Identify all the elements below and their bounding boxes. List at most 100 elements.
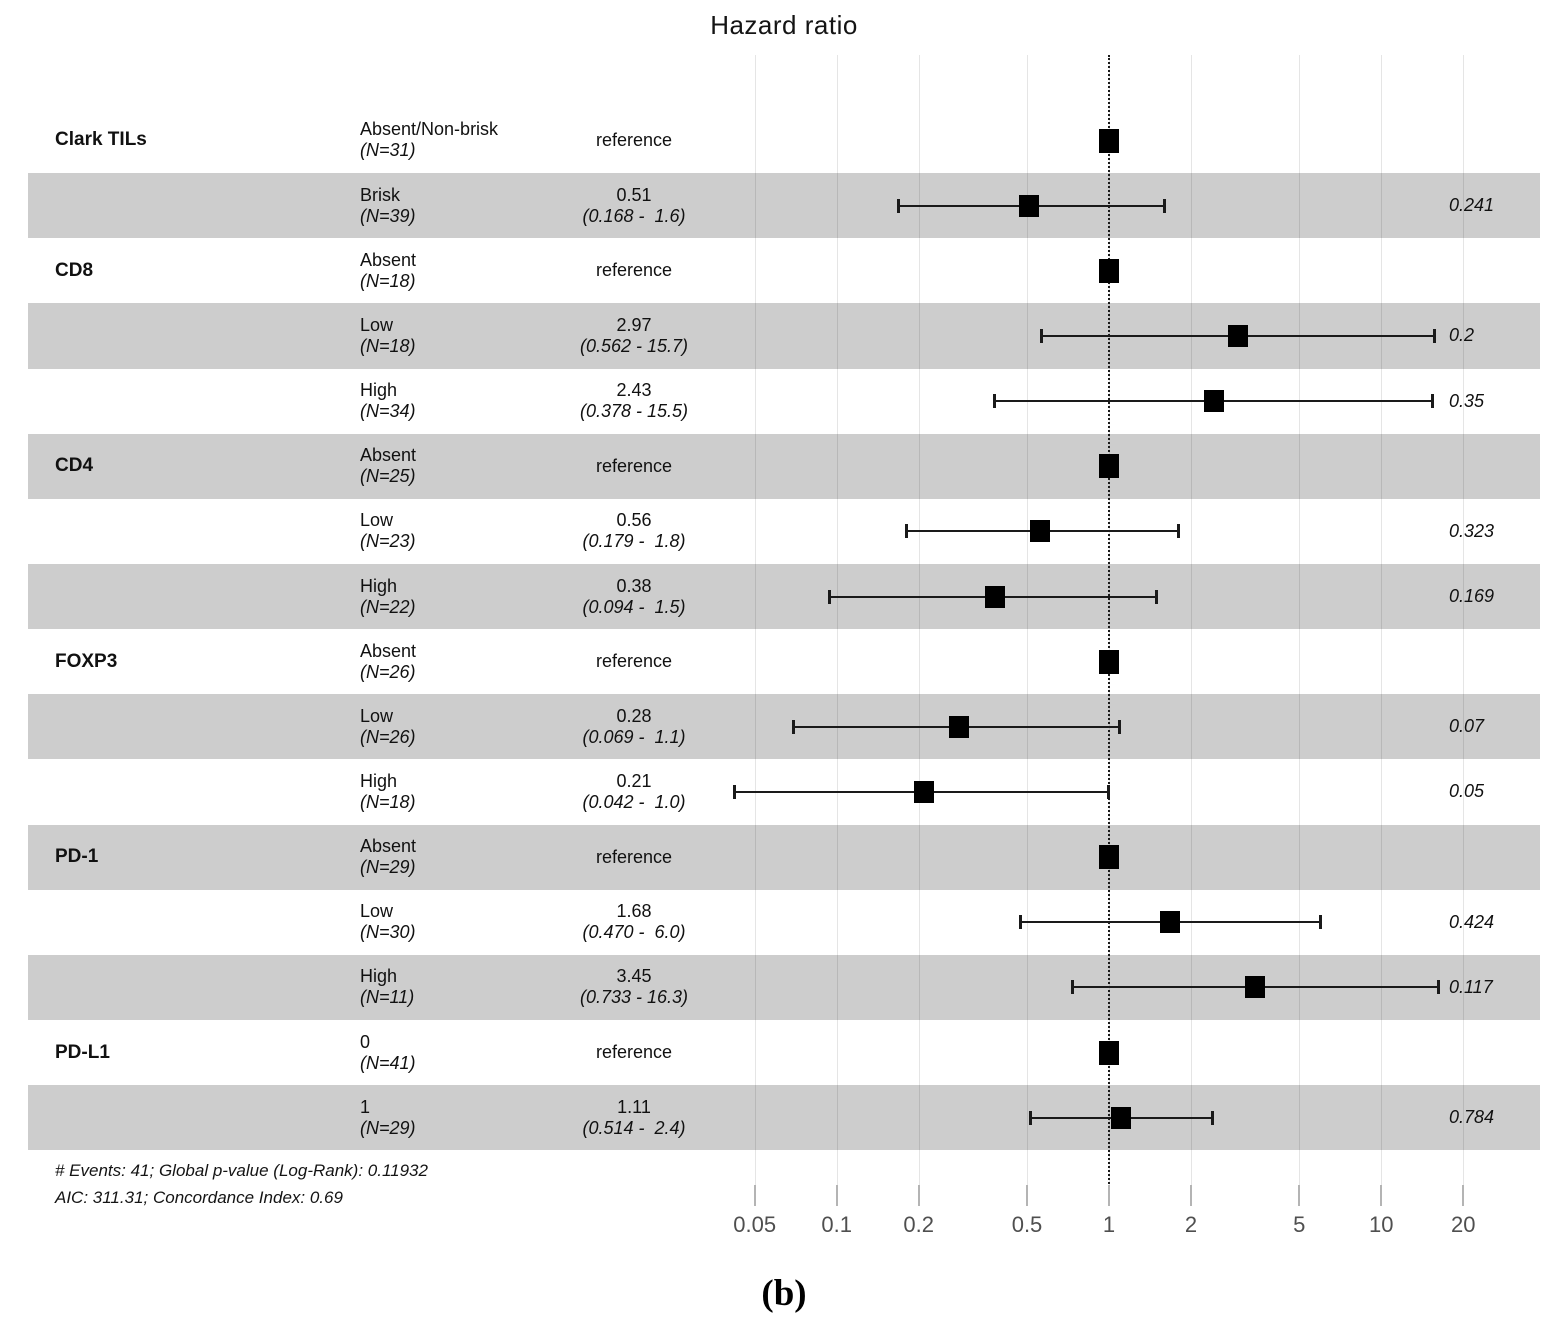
level-label: Low xyxy=(360,314,394,335)
axis-tick xyxy=(1380,1185,1383,1206)
estimate-cell: reference xyxy=(519,629,749,694)
estimate-cell: reference xyxy=(519,108,749,173)
row-band xyxy=(28,1085,1540,1151)
ci-cap-left xyxy=(897,198,901,213)
axis-tick xyxy=(1298,1185,1301,1206)
ci-cap-right xyxy=(1432,328,1436,343)
hr-value: 2.43 xyxy=(616,380,652,401)
level-label: High xyxy=(360,575,398,596)
hr-value: reference xyxy=(595,129,673,150)
ci-cap-right xyxy=(1154,589,1158,604)
level-label: Absent/Non-brisk xyxy=(360,119,499,140)
variable-label: CD4 xyxy=(55,455,94,477)
level-cell: Low (N=18) xyxy=(360,303,620,368)
hr-value: 0.56 xyxy=(616,510,652,531)
sample-size-label: (N=34) xyxy=(360,401,416,422)
hr-marker xyxy=(1099,258,1119,283)
level-label: Absent xyxy=(360,445,417,466)
axis-gridline xyxy=(1463,55,1465,1185)
hr-value: reference xyxy=(595,846,673,867)
axis-tick xyxy=(1026,1185,1028,1206)
ci-cap-left xyxy=(1029,1110,1033,1125)
level-label: High xyxy=(360,770,398,791)
hr-value: 0.21 xyxy=(616,770,652,791)
ci-cap-left xyxy=(791,719,795,734)
hr-marker xyxy=(1099,649,1119,674)
ci-cap-right xyxy=(1437,980,1441,995)
hr-value: 0.38 xyxy=(616,575,652,596)
ci-cap-left xyxy=(1071,980,1075,995)
axis-tick-label: 20 xyxy=(1451,1212,1476,1237)
axis-tick-label: 0.05 xyxy=(733,1212,777,1237)
estimate-cell: 0.28 (0.069 - 1.1) xyxy=(519,694,749,759)
estimate-cell: reference xyxy=(519,825,749,890)
sample-size-label: (N=18) xyxy=(360,270,416,291)
sample-size-label: (N=25) xyxy=(360,466,416,487)
ci-cap-right xyxy=(1176,524,1180,539)
row-band xyxy=(28,433,1540,499)
p-value: 0.424 xyxy=(1449,911,1495,932)
variable-label: FOXP3 xyxy=(55,650,118,672)
hr-value: reference xyxy=(595,455,673,476)
footnotes: # Events: 41; Global p-value (Log-Rank):… xyxy=(55,1157,428,1211)
axis-tick xyxy=(917,1185,920,1206)
row-band xyxy=(28,173,1540,239)
level-label: Low xyxy=(360,705,394,726)
level-cell: Absent (N=25) xyxy=(360,434,620,499)
level-label: Brisk xyxy=(360,184,400,205)
ci-cap-left xyxy=(1039,328,1043,343)
level-label: 0 xyxy=(360,1031,371,1052)
axis-gridline xyxy=(1299,55,1301,1185)
axis-tick-label: 0.1 xyxy=(821,1212,852,1237)
footnote-aic: AIC: 311.31; Concordance Index: 0.69 xyxy=(55,1188,343,1207)
hr-marker xyxy=(1160,911,1181,934)
hr-value: 0.28 xyxy=(616,705,652,726)
row-band xyxy=(28,694,1540,760)
estimate-cell: 2.43 (0.378 - 15.5) xyxy=(519,369,749,434)
sample-size-label: (N=29) xyxy=(360,857,416,878)
axis-tick xyxy=(1190,1185,1192,1206)
level-cell: Absent (N=26) xyxy=(360,629,620,694)
hr-marker xyxy=(1030,520,1051,543)
hr-ci: (0.094 - 1.5) xyxy=(582,596,686,617)
axis-tick xyxy=(753,1185,756,1206)
level-cell: 1 (N=29) xyxy=(360,1085,620,1150)
hr-marker xyxy=(1111,1106,1132,1129)
hr-marker xyxy=(948,715,969,738)
hr-marker xyxy=(1099,454,1119,479)
hr-ci: (0.179 - 1.8) xyxy=(582,531,686,552)
variable-label: CD8 xyxy=(55,259,94,281)
axis-gridline xyxy=(836,55,838,1185)
variable-label: PD-L1 xyxy=(55,1041,110,1063)
axis-tick xyxy=(1462,1185,1465,1206)
hr-ci: (0.042 - 1.0) xyxy=(582,791,686,812)
hr-value: 1.68 xyxy=(616,901,652,922)
footnote-events: # Events: 41; Global p-value (Log-Rank):… xyxy=(55,1161,428,1180)
p-value: 0.35 xyxy=(1449,390,1485,411)
hr-ci: (0.470 - 6.0) xyxy=(582,922,686,943)
level-cell: Absent (N=18) xyxy=(360,238,620,303)
hr-marker xyxy=(984,585,1005,608)
estimate-cell: reference xyxy=(519,1020,749,1085)
estimate-cell: 0.56 (0.179 - 1.8) xyxy=(519,499,749,564)
figure-caption: (b) xyxy=(761,1273,807,1314)
level-cell: High (N=18) xyxy=(360,759,620,824)
sample-size-label: (N=23) xyxy=(360,531,416,552)
hr-ci: (0.168 - 1.6) xyxy=(582,205,686,226)
axis-gridline xyxy=(1027,55,1028,1185)
axis-tick-label: 5 xyxy=(1293,1212,1306,1237)
level-label: 1 xyxy=(360,1096,371,1117)
sample-size-label: (N=11) xyxy=(360,987,415,1008)
sample-size-label: (N=18) xyxy=(360,335,416,356)
hr-marker xyxy=(1245,976,1266,999)
estimate-cell: 1.11 (0.514 - 2.4) xyxy=(519,1085,749,1150)
level-cell: Low (N=23) xyxy=(360,499,620,564)
p-value: 0.784 xyxy=(1449,1107,1495,1128)
level-label: High xyxy=(360,380,398,401)
hr-marker xyxy=(1099,1040,1119,1065)
hr-marker xyxy=(1227,324,1248,347)
level-label: Low xyxy=(360,510,394,531)
sample-size-label: (N=26) xyxy=(360,726,416,747)
estimate-cell: reference xyxy=(519,238,749,303)
level-label: Absent xyxy=(360,836,417,857)
